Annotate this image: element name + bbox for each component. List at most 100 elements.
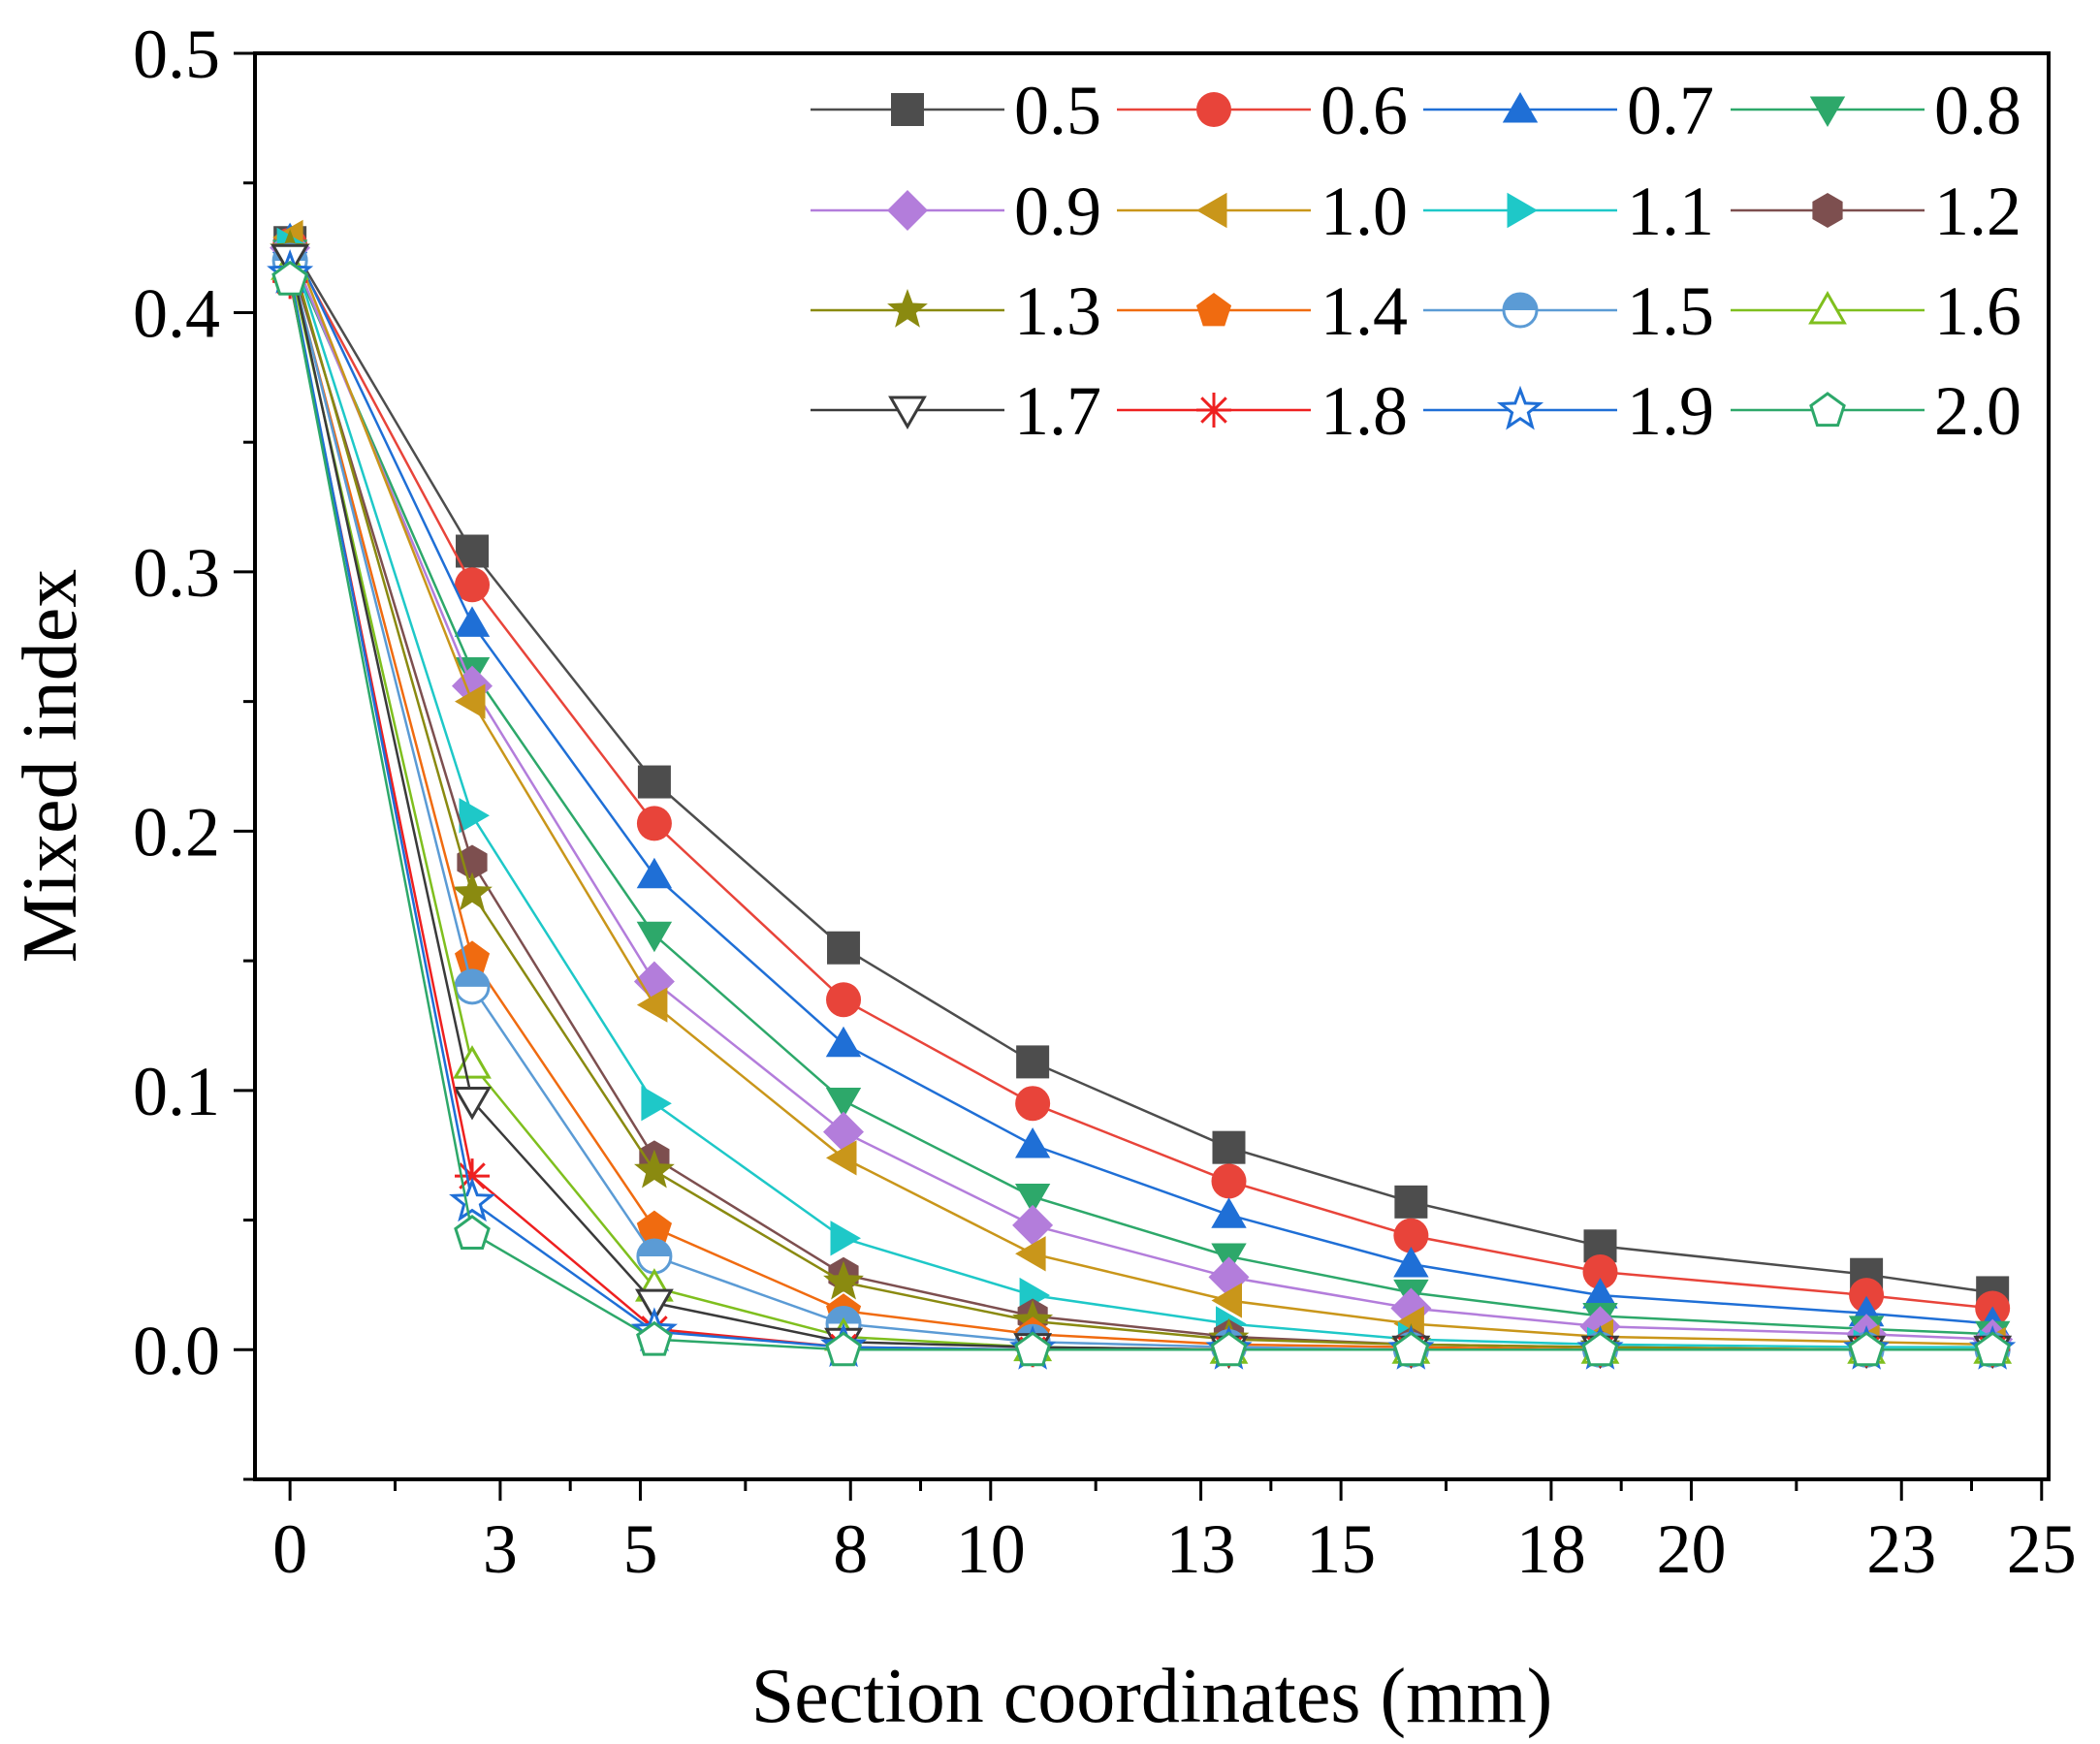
data-point: [455, 567, 491, 603]
data-point: [635, 1288, 674, 1323]
data-point: [453, 1087, 492, 1121]
legend-marker: [1502, 92, 1539, 123]
series-0.9: [270, 227, 2014, 1360]
series-line: [288, 281, 1993, 1351]
data-point: [1014, 1331, 1052, 1367]
data-point: [1015, 1127, 1051, 1158]
legend-item-0.6: 0.6: [1117, 72, 1408, 149]
x-tick-label: 0: [272, 1510, 307, 1588]
legend-label: 0.7: [1627, 72, 1714, 149]
data-point: [1211, 1163, 1247, 1199]
series-1.0: [272, 219, 2006, 1363]
legend-item-1.4: 1.4: [1117, 272, 1408, 350]
data-point: [1016, 1045, 1050, 1079]
data-point: [636, 1210, 672, 1244]
data-point: [1211, 1283, 1242, 1318]
x-tick-label: 8: [833, 1510, 868, 1588]
y-tick-label: 0.3: [133, 534, 220, 612]
legend-item-1.1: 1.1: [1423, 173, 1714, 250]
legend-label: 1.8: [1320, 372, 1408, 450]
data-point: [825, 1026, 862, 1058]
data-point: [827, 931, 861, 965]
data-point: [826, 982, 862, 1018]
legend-item-1.9: 1.9: [1423, 372, 1714, 450]
legend-item-0.9: 0.9: [811, 173, 1101, 250]
data-point: [1394, 1185, 1428, 1219]
plot-frame: [253, 51, 2051, 1481]
data-point: [1393, 1218, 1429, 1253]
legend-label: 1.5: [1627, 272, 1714, 350]
data-point: [1211, 1197, 1247, 1228]
legend-label: 1.4: [1320, 272, 1408, 350]
data-point: [1582, 1278, 1618, 1309]
legend-label: 0.8: [1934, 72, 2021, 149]
x-axis-title: Section coordinates (mm): [751, 1654, 1552, 1739]
legend-item-1.7: 1.7: [811, 372, 1101, 450]
series-1.1: [276, 227, 2011, 1365]
series-layer: [267, 219, 2017, 1370]
data-point: [1210, 1331, 1248, 1367]
data-point: [634, 1149, 675, 1189]
legend-marker: [1196, 92, 1231, 127]
x-tick-label: 23: [1866, 1510, 1936, 1588]
legend-label: 1.0: [1320, 173, 1408, 250]
series-line: [288, 252, 1993, 1336]
series-line: [288, 244, 1993, 1310]
data-point: [453, 1045, 492, 1079]
series-line: [288, 239, 1993, 1325]
legend-marker: [1808, 290, 1847, 325]
y-axis-title: Mixed index: [8, 569, 93, 964]
data-point: [636, 921, 673, 953]
data-point: [1849, 1278, 1885, 1314]
data-point: [636, 987, 668, 1023]
series-line: [289, 241, 1993, 1294]
series-1.8: [272, 264, 2011, 1368]
legend-marker: [1812, 193, 1843, 228]
legend-label: 1.7: [1014, 372, 1101, 450]
legend-label: 1.3: [1014, 272, 1101, 350]
data-point: [637, 765, 671, 799]
data-point: [454, 968, 491, 1005]
legend-label: 0.9: [1014, 173, 1101, 250]
series-line: [288, 249, 1993, 1351]
data-point: [452, 872, 493, 911]
data-point: [826, 1140, 857, 1176]
data-point: [1015, 1236, 1046, 1272]
x-tick-label: 13: [1166, 1510, 1236, 1588]
data-point: [1393, 1247, 1429, 1278]
data-point: [636, 857, 673, 889]
legend-item-0.8: 0.8: [1731, 72, 2021, 149]
data-point: [271, 260, 309, 296]
y-tick-label: 0.0: [133, 1312, 220, 1389]
data-point: [830, 1221, 861, 1256]
series-0.6: [272, 227, 2011, 1326]
data-point: [636, 806, 672, 841]
legend-marker: [888, 396, 927, 430]
data-point: [823, 1260, 864, 1300]
data-point: [1015, 1086, 1051, 1122]
data-point: [1012, 1204, 1054, 1246]
legend-marker: [1809, 96, 1846, 127]
y-tick-label: 0.4: [133, 274, 220, 352]
data-point: [641, 1086, 672, 1122]
x-tick-label: 18: [1516, 1510, 1586, 1588]
series-line: [288, 237, 1993, 1347]
legend-item-1.0: 1.0: [1117, 173, 1408, 250]
legend-item-2.0: 2.0: [1731, 372, 2021, 450]
series-1.4: [272, 245, 2011, 1366]
legend-marker: [891, 93, 924, 126]
legend-label: 0.6: [1320, 72, 1408, 149]
data-point: [636, 1320, 673, 1356]
data-point: [825, 1331, 862, 1367]
data-point: [1974, 1331, 2012, 1367]
data-point: [454, 606, 491, 637]
series-2.0: [271, 260, 2012, 1367]
data-point: [449, 1177, 496, 1222]
legend-marker: [887, 190, 928, 231]
series-line: [288, 247, 1993, 1341]
data-point: [1015, 1184, 1051, 1215]
x-tick-label: 5: [622, 1510, 657, 1588]
legend-marker: [1507, 192, 1538, 229]
legend-label: 1.9: [1627, 372, 1714, 450]
legend-marker: [1502, 292, 1539, 329]
